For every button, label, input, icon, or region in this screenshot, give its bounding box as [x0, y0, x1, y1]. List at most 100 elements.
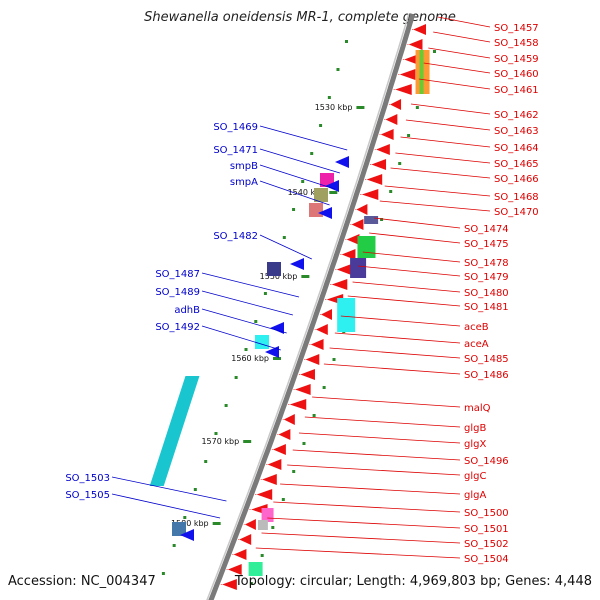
reverse-gene-label: SO_1465 — [494, 159, 539, 170]
ring-dot — [327, 96, 331, 99]
ring-dot — [214, 432, 218, 435]
ring-dot — [292, 470, 296, 473]
reverse-gene-arrow — [402, 54, 419, 65]
reverse-leader-line — [298, 432, 461, 444]
forward-leader-line — [259, 164, 335, 190]
reverse-leader-line — [395, 152, 491, 164]
forward-gene-label: SO_1503 — [65, 473, 110, 484]
reverse-gene-arrow — [226, 564, 242, 575]
ring-dot — [193, 488, 197, 491]
reverse-gene-arrow — [277, 429, 291, 440]
ring-dot — [183, 516, 187, 519]
ring-dot — [254, 320, 258, 323]
reverse-gene-arrow — [389, 99, 402, 110]
reverse-gene-label: SO_1501 — [464, 524, 509, 535]
reverse-gene-label: SO_1457 — [494, 23, 539, 34]
reverse-gene-label: glgX — [464, 439, 486, 450]
reverse-leader-line — [369, 232, 461, 244]
multicolor-stripe — [419, 50, 424, 94]
forward-leader-line — [201, 272, 300, 298]
reverse-gene-label: SO_1459 — [494, 54, 539, 65]
SO_1474-block — [364, 216, 379, 224]
reverse-gene-arrow — [271, 444, 286, 455]
forward-leader-line — [201, 325, 281, 351]
backbone-shadow — [206, 13, 410, 600]
reverse-gene-arrow — [398, 69, 416, 80]
ring-dot — [282, 236, 286, 239]
ring-dot — [322, 386, 326, 389]
reverse-gene-label: SO_1474 — [464, 224, 509, 235]
glg-cluster-block — [149, 376, 200, 486]
forward-gene-block — [314, 188, 328, 202]
reverse-gene-label: glgC — [464, 471, 486, 482]
reverse-leader-line — [374, 217, 461, 229]
reverse-gene-label: malQ — [464, 403, 491, 414]
reverse-leader-line — [437, 16, 491, 28]
reverse-gene-arrow — [255, 489, 273, 500]
tick-mark — [212, 522, 221, 525]
reverse-leader-line — [357, 265, 461, 277]
tick-label: 1570 kbp — [201, 437, 239, 446]
forward-gene-label: adhB — [174, 305, 200, 316]
grey-block — [257, 520, 268, 530]
tick-label: 1550 kbp — [260, 272, 298, 281]
reverse-leader-line — [267, 517, 461, 529]
green-block — [357, 236, 376, 258]
forward-gene-block — [255, 335, 269, 349]
reverse-leader-line — [428, 47, 491, 59]
reverse-gene-label: SO_1485 — [464, 354, 509, 365]
reverse-gene-label: aceA — [464, 339, 489, 350]
reverse-leader-line — [340, 315, 461, 327]
reverse-gene-arrow — [320, 309, 333, 320]
genome-summary: Topology: circular; Length: 4,969,803 bp… — [234, 574, 592, 589]
ring-dot — [161, 572, 165, 575]
tick-label: 1540 kbp — [288, 188, 326, 197]
reverse-leader-line — [334, 332, 461, 344]
forward-gene-arrow — [265, 346, 279, 358]
forward-gene-arrow — [318, 207, 332, 219]
teal-block — [248, 562, 263, 576]
forward-leader-line — [201, 308, 287, 334]
tick-mark — [356, 106, 365, 109]
ring-dot — [415, 106, 419, 109]
ring-dot — [244, 348, 248, 351]
reverse-gene-arrow — [220, 579, 237, 590]
ring-dot — [344, 40, 348, 43]
reverse-gene-label: SO_1480 — [464, 288, 509, 299]
reverse-leader-line — [379, 200, 491, 212]
reverse-gene-label: SO_1458 — [494, 38, 539, 49]
reverse-leader-line — [292, 449, 461, 461]
reverse-leader-line — [362, 251, 461, 263]
reverse-gene-label: SO_1486 — [464, 370, 509, 381]
reverse-gene-arrow — [238, 534, 252, 545]
reverse-gene-arrow — [293, 384, 311, 395]
reverse-gene-arrow — [330, 279, 348, 290]
reverse-gene-label: SO_1466 — [494, 174, 539, 185]
forward-gene-label: smpB — [230, 161, 258, 172]
reverse-leader-line — [405, 119, 491, 131]
reverse-leader-line — [384, 185, 491, 197]
forward-gene-arrow — [290, 258, 304, 270]
tick-label: 1560 kbp — [231, 354, 269, 363]
forward-gene-label: SO_1489 — [155, 287, 200, 298]
reverse-leader-line — [255, 547, 461, 559]
aceB-block — [337, 298, 356, 332]
ring-dot — [204, 460, 208, 463]
map-title: Shewanella oneidensis MR-1, complete gen… — [144, 10, 456, 25]
reverse-gene-label: SO_1460 — [494, 69, 539, 80]
reverse-gene-label: SO_1479 — [464, 272, 509, 283]
ring-dot — [292, 208, 296, 211]
reverse-leader-line — [410, 103, 491, 115]
ring-dot — [332, 358, 336, 361]
ring-dot — [249, 582, 253, 585]
reverse-gene-arrow — [345, 234, 360, 245]
reverse-gene-arrow — [340, 249, 356, 260]
reverse-gene-arrow — [407, 39, 423, 50]
tick-label: 1530 kbp — [315, 103, 353, 112]
reverse-gene-arrow — [350, 219, 364, 230]
reverse-gene-arrow — [288, 399, 307, 410]
reverse-leader-line — [400, 136, 491, 148]
reverse-gene-label: glgA — [464, 490, 486, 501]
forward-gene-block — [320, 173, 334, 187]
